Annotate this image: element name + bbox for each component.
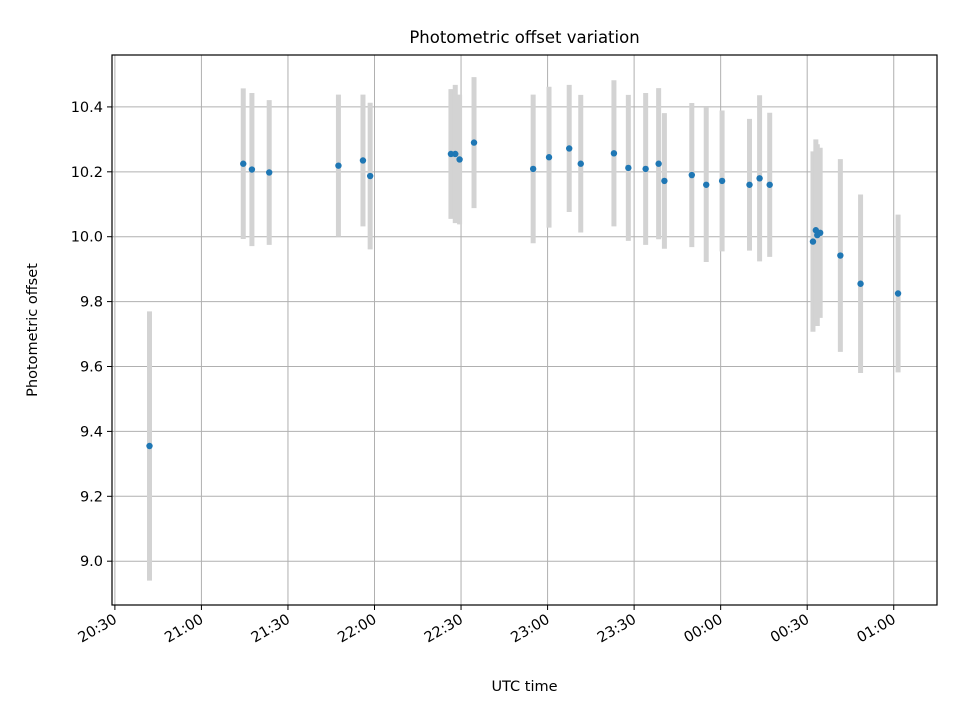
y-tick-label: 9.6 [80, 360, 103, 376]
data-point [240, 160, 247, 167]
data-point [248, 166, 256, 173]
data-point [816, 229, 824, 237]
data-point [470, 139, 478, 146]
chart-title: Photometric offset variation [409, 28, 639, 47]
y-tick-label: 10.2 [71, 165, 103, 181]
data-point [545, 154, 553, 161]
y-tick-label: 9.8 [80, 295, 103, 311]
data-point [837, 252, 844, 259]
data-point [146, 442, 153, 450]
y-tick-label: 9.2 [80, 489, 103, 505]
data-points [146, 139, 902, 450]
data-point [857, 280, 864, 287]
data-point [359, 157, 367, 164]
data-point [642, 165, 649, 173]
data-point [756, 175, 763, 182]
data-point [452, 150, 459, 158]
data-point [610, 150, 618, 157]
plot-frame [111, 54, 938, 606]
data-point [894, 290, 902, 297]
data-point [625, 164, 632, 172]
data-point [566, 145, 573, 152]
data-point [655, 160, 662, 167]
data-point [366, 172, 374, 180]
y-axis: 9.0 9.2 9.4 9.6 9.8 10.0 10.2 10.4 [71, 100, 112, 570]
data-point [266, 169, 273, 176]
data-point [746, 181, 753, 188]
x-axis-label: UTC time [491, 679, 557, 695]
data-point [688, 171, 696, 179]
y-tick-label: 10.0 [71, 230, 103, 246]
data-point [335, 162, 342, 169]
y-tick-label: 9.0 [80, 554, 103, 570]
data-point [766, 181, 773, 188]
y-axis-label: Photometric offset [25, 263, 41, 397]
data-point [703, 181, 710, 188]
data-point [809, 238, 817, 245]
data-point [718, 177, 726, 185]
data-point [529, 165, 537, 173]
data-point [456, 156, 463, 163]
y-tick-label: 10.4 [71, 100, 103, 116]
data-point [577, 160, 584, 167]
y-tick-label: 9.4 [80, 424, 103, 440]
data-point [661, 177, 668, 185]
